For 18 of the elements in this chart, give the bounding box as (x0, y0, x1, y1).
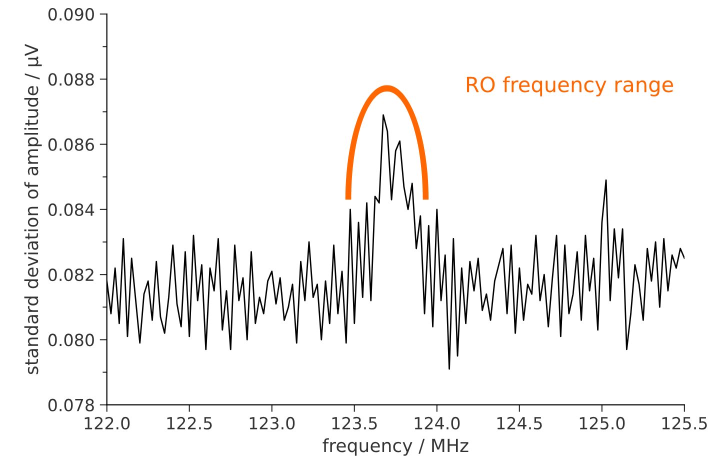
x-tick-label: 124.0 (414, 416, 460, 430)
annotation: RO frequency range (467, 76, 674, 96)
x-tick-label: 122.0 (84, 416, 130, 430)
y-axis-title: standard deviation of amplitude / µV (24, 44, 42, 374)
x-tick-label: 124.5 (497, 416, 542, 430)
y-tick-label: 0.078 (48, 398, 94, 412)
y-tick-label: 0.088 (48, 73, 94, 86)
y-tick-label: 0.086 (48, 138, 94, 151)
x-axis-title: frequency / MHz (322, 438, 468, 456)
y-tick-label: 0.082 (48, 268, 94, 282)
x-tick-label: 125.5 (662, 416, 707, 430)
x-tick-label: 123.5 (332, 416, 377, 430)
x-tick-label: 123.0 (250, 416, 295, 430)
y-tick-label: 0.084 (48, 203, 94, 216)
x-tick-label: 125.0 (580, 416, 625, 430)
y-tick-label: 0.080 (48, 334, 94, 346)
x-tick-label: 122.5 (167, 416, 212, 430)
y-tick-label: 0.090 (48, 8, 94, 21)
